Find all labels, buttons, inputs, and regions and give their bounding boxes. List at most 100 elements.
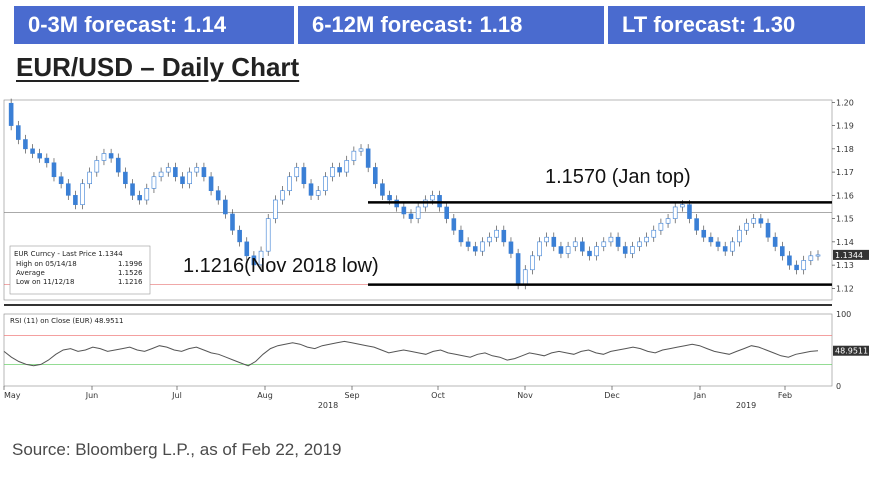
x-tick-label: Jul	[171, 391, 182, 400]
forecast-bar: 0-3M forecast: 1.14 6-12M forecast: 1.18…	[0, 6, 871, 46]
price-candle	[8, 102, 14, 126]
y-tick-label: 1.19	[836, 122, 854, 131]
price-candle	[515, 253, 521, 285]
rsi-tick-label: 100	[836, 310, 851, 319]
price-candle	[415, 206, 421, 219]
price-candle	[444, 206, 450, 219]
rsi-last-label: 48.9511	[835, 347, 868, 356]
last-price-box	[833, 249, 869, 260]
price-candle	[522, 269, 528, 285]
price-candle	[644, 236, 649, 243]
price-candle	[372, 167, 378, 185]
price-candle	[572, 241, 578, 247]
price-candle	[44, 157, 50, 164]
legend-row-value: 1.1526	[118, 269, 143, 277]
price-candle	[472, 246, 478, 252]
x-tick-label: Aug	[257, 391, 273, 400]
price-candle	[101, 153, 107, 161]
price-candle	[501, 229, 507, 243]
y-tick-label: 1.15	[836, 215, 854, 224]
price-candle	[108, 153, 114, 159]
price-panel-frame	[3, 99, 833, 301]
legend-row-label: Low on 11/12/18	[16, 278, 74, 286]
y-tick-label: 1.16	[836, 191, 854, 200]
price-candle	[165, 167, 171, 173]
price-candle	[358, 148, 364, 152]
year-label: 2019	[736, 401, 756, 410]
price-candle	[551, 236, 557, 247]
price-candle	[537, 241, 542, 257]
forecast-6-12m: 6-12M forecast: 1.18	[298, 6, 604, 44]
price-candle	[137, 195, 142, 201]
price-candle	[558, 246, 564, 254]
x-tick-label: Oct	[431, 391, 445, 400]
price-candle	[87, 171, 92, 185]
price-candle	[94, 160, 100, 173]
price-candle	[123, 171, 128, 185]
price-candle	[458, 229, 464, 243]
price-candle	[15, 125, 21, 140]
price-candle	[451, 218, 457, 231]
price-candle	[530, 255, 535, 271]
price-candle	[580, 241, 585, 252]
price-candle	[244, 241, 250, 257]
price-candle	[380, 183, 385, 196]
price-candle	[715, 241, 721, 247]
rsi-line	[3, 340, 819, 367]
x-tick-label: Feb	[778, 391, 792, 400]
price-candle	[37, 153, 43, 159]
price-candle	[751, 218, 757, 224]
nov-low-annotation: 1.1216(Nov 2018 low)	[183, 255, 379, 277]
price-candle	[708, 236, 714, 243]
price-candle	[308, 183, 314, 196]
price-candle	[144, 188, 150, 201]
price-candle	[265, 218, 271, 252]
price-candle	[301, 167, 307, 185]
price-candle	[772, 236, 778, 247]
price-candle	[187, 171, 192, 185]
rsi-legend: RSI (11) on Close (EUR) 48.9511	[10, 317, 123, 325]
price-candle	[51, 162, 57, 178]
price-candle	[280, 190, 285, 201]
year-label: 2018	[318, 401, 338, 410]
legend-row-value: 1.1216	[118, 278, 143, 286]
price-candle	[701, 229, 707, 238]
legend-row-label: High on 05/14/18	[16, 260, 77, 268]
price-candle	[273, 199, 278, 219]
forecast-lt: LT forecast: 1.30	[608, 6, 865, 44]
price-candle	[30, 148, 35, 154]
price-candle	[330, 167, 335, 178]
price-candle	[815, 254, 821, 257]
rsi-tick-label: 0	[836, 382, 841, 391]
price-candle	[208, 176, 214, 191]
source-note: Source: Bloomberg L.P., as of Feb 22, 20…	[12, 440, 342, 459]
price-candle	[337, 167, 342, 173]
y-tick-label: 1.12	[836, 284, 854, 293]
price-candle	[408, 213, 414, 219]
x-tick-label: Nov	[517, 391, 533, 400]
x-tick-label: Sep	[344, 391, 359, 400]
x-tick-label: May	[4, 391, 21, 400]
price-candle	[544, 236, 549, 243]
price-candle	[323, 176, 328, 191]
price-candle	[730, 241, 735, 252]
y-tick-label: 1.13	[836, 261, 854, 270]
price-candle	[744, 222, 749, 231]
price-candle	[215, 190, 221, 201]
price-candle	[223, 199, 228, 215]
price-candle	[23, 139, 28, 150]
price-candle	[158, 171, 164, 178]
price-candle	[258, 250, 264, 266]
price-candle	[801, 260, 807, 271]
price-candle	[587, 250, 592, 257]
price-candle	[365, 148, 371, 168]
price-candle	[180, 176, 185, 185]
price-candle	[351, 150, 357, 161]
price-candle	[601, 241, 607, 247]
price-candle	[508, 241, 514, 254]
price-candle	[387, 195, 392, 201]
price-candle	[58, 176, 64, 185]
price-candle	[758, 218, 764, 224]
price-candle	[315, 190, 321, 196]
